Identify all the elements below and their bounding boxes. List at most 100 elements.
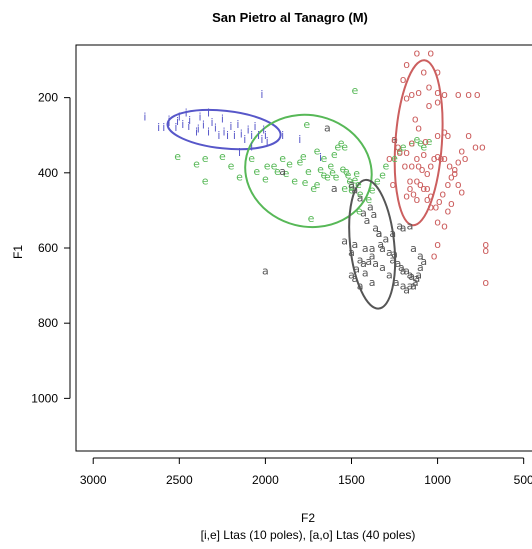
- point-a: a: [400, 280, 407, 293]
- point-i: i: [266, 135, 269, 148]
- point-o: o: [426, 80, 433, 93]
- point-e: e: [341, 141, 348, 154]
- point-o: o: [415, 86, 422, 99]
- point-i: i: [247, 124, 250, 137]
- point-o: o: [419, 163, 426, 176]
- point-i: i: [207, 125, 210, 138]
- point-a: a: [353, 263, 360, 276]
- point-i: i: [143, 110, 146, 123]
- point-e: e: [348, 180, 355, 193]
- point-e: e: [291, 174, 298, 187]
- point-e: e: [324, 171, 331, 184]
- x-tick-label: 1000: [424, 473, 451, 487]
- point-o: o: [386, 152, 393, 165]
- point-o: o: [482, 244, 489, 257]
- point-a: a: [372, 257, 379, 270]
- point-o: o: [420, 182, 427, 195]
- point-e: e: [174, 150, 181, 163]
- point-i: i: [319, 151, 322, 164]
- point-e: e: [228, 159, 235, 172]
- y-tick-label: 600: [38, 241, 58, 255]
- point-i: i: [210, 116, 213, 129]
- point-e: e: [321, 169, 328, 182]
- x-axis: 3000 2500 2000 1500 1000 500: [80, 457, 532, 487]
- point-a: a: [369, 250, 376, 263]
- point-i: i: [250, 141, 253, 154]
- point-a: a: [379, 261, 386, 274]
- point-a: a: [396, 219, 403, 232]
- point-a: a: [400, 221, 407, 234]
- point-e: e: [248, 152, 255, 165]
- point-a: a: [367, 201, 374, 214]
- point-o: o: [414, 193, 421, 206]
- point-e: e: [314, 144, 321, 157]
- point-o: o: [434, 150, 441, 163]
- point-i: i: [207, 107, 210, 120]
- point-i: i: [174, 121, 177, 134]
- point-o: o: [407, 182, 414, 195]
- point-o: o: [403, 58, 410, 71]
- point-a: a: [352, 184, 359, 197]
- point-e: e: [193, 157, 200, 170]
- point-o: o: [427, 159, 434, 172]
- point-e: e: [339, 162, 346, 175]
- point-e: e: [219, 150, 226, 163]
- point-a: a: [420, 255, 427, 268]
- x-tick-label: 500: [514, 473, 532, 487]
- point-o: o: [458, 144, 465, 157]
- point-o: o: [479, 141, 486, 154]
- point-o: o: [401, 159, 408, 172]
- point-e: e: [305, 165, 312, 178]
- point-a: a: [386, 246, 393, 259]
- point-o: o: [474, 88, 481, 101]
- point-a: a: [279, 165, 286, 178]
- point-o: o: [408, 159, 415, 172]
- point-e: e: [426, 135, 433, 148]
- point-o: o: [400, 73, 407, 86]
- point-a: a: [403, 265, 410, 278]
- point-o: o: [462, 152, 469, 165]
- y-tick-label: 1000: [31, 391, 58, 405]
- point-i: i: [226, 129, 229, 142]
- point-i: i: [254, 120, 257, 133]
- ellipse-a: [348, 178, 397, 310]
- point-e: e: [341, 182, 348, 195]
- point-e: e: [352, 84, 359, 97]
- point-a: a: [348, 178, 355, 191]
- point-o: o: [434, 129, 441, 142]
- point-a: a: [365, 255, 372, 268]
- ellipse-e: [244, 113, 373, 229]
- point-e: e: [308, 212, 315, 225]
- point-a: a: [376, 227, 383, 240]
- point-i: i: [262, 124, 265, 137]
- point-o: o: [414, 47, 421, 60]
- point-a: a: [393, 276, 400, 289]
- point-a: a: [357, 280, 364, 293]
- point-i: i: [162, 121, 165, 134]
- point-e: e: [352, 174, 359, 187]
- point-e: e: [279, 152, 286, 165]
- point-o: o: [431, 152, 438, 165]
- ellipse-i: [166, 108, 282, 151]
- point-i: i: [221, 112, 224, 125]
- point-o: o: [445, 204, 452, 217]
- point-e: e: [202, 152, 209, 165]
- point-o: o: [434, 216, 441, 229]
- point-o: o: [396, 146, 403, 159]
- point-e: e: [296, 156, 303, 169]
- point-a: a: [408, 270, 415, 283]
- point-i: i: [187, 120, 190, 133]
- point-o: o: [448, 197, 455, 210]
- point-i: i: [260, 133, 263, 146]
- point-e: e: [271, 159, 278, 172]
- point-o: o: [446, 159, 453, 172]
- point-a: a: [364, 214, 371, 227]
- point-a: a: [389, 253, 396, 266]
- point-a: a: [372, 221, 379, 234]
- point-a: a: [379, 242, 386, 255]
- point-e: e: [300, 150, 307, 163]
- point-o: o: [482, 276, 489, 289]
- point-o: o: [455, 178, 462, 191]
- point-a: a: [360, 257, 367, 270]
- point-e: e: [327, 159, 334, 172]
